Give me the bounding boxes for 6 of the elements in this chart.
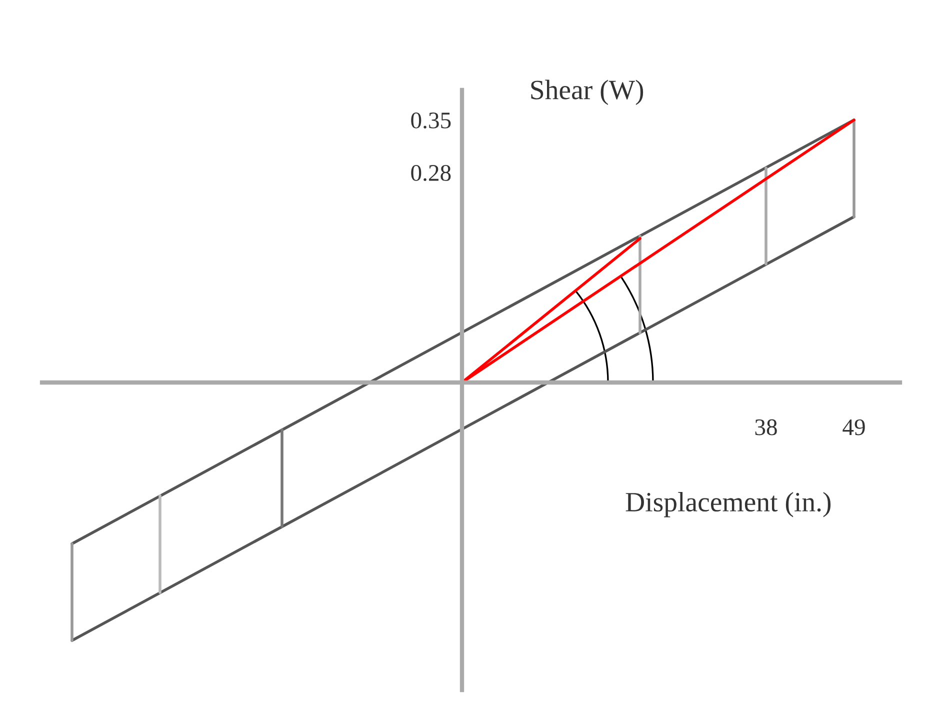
x-axis-title: Displacement (in.) <box>626 492 831 518</box>
y-tick-label: 0.28 <box>411 164 451 182</box>
y-axis-title: Shear (W) <box>531 80 644 105</box>
x-tick-label: 49 <box>842 419 865 436</box>
y-tick-label: 0.35 <box>411 112 451 129</box>
x-tick-label: 38 <box>755 419 777 436</box>
